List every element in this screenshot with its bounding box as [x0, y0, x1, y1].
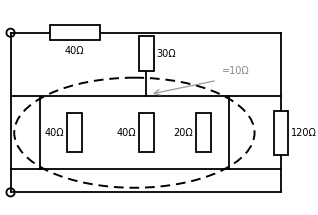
Bar — [196, 114, 211, 152]
Bar — [139, 114, 154, 152]
Text: 30Ω: 30Ω — [156, 49, 176, 59]
Text: 40Ω: 40Ω — [65, 46, 85, 56]
Text: =10Ω: =10Ω — [222, 66, 249, 76]
Bar — [50, 25, 100, 40]
Bar — [67, 114, 82, 152]
Text: 120Ω: 120Ω — [291, 128, 317, 138]
Text: 40Ω: 40Ω — [45, 128, 65, 138]
Bar — [139, 36, 154, 71]
Text: 40Ω: 40Ω — [117, 128, 136, 138]
Text: 20Ω: 20Ω — [173, 128, 193, 138]
Bar — [274, 111, 288, 155]
